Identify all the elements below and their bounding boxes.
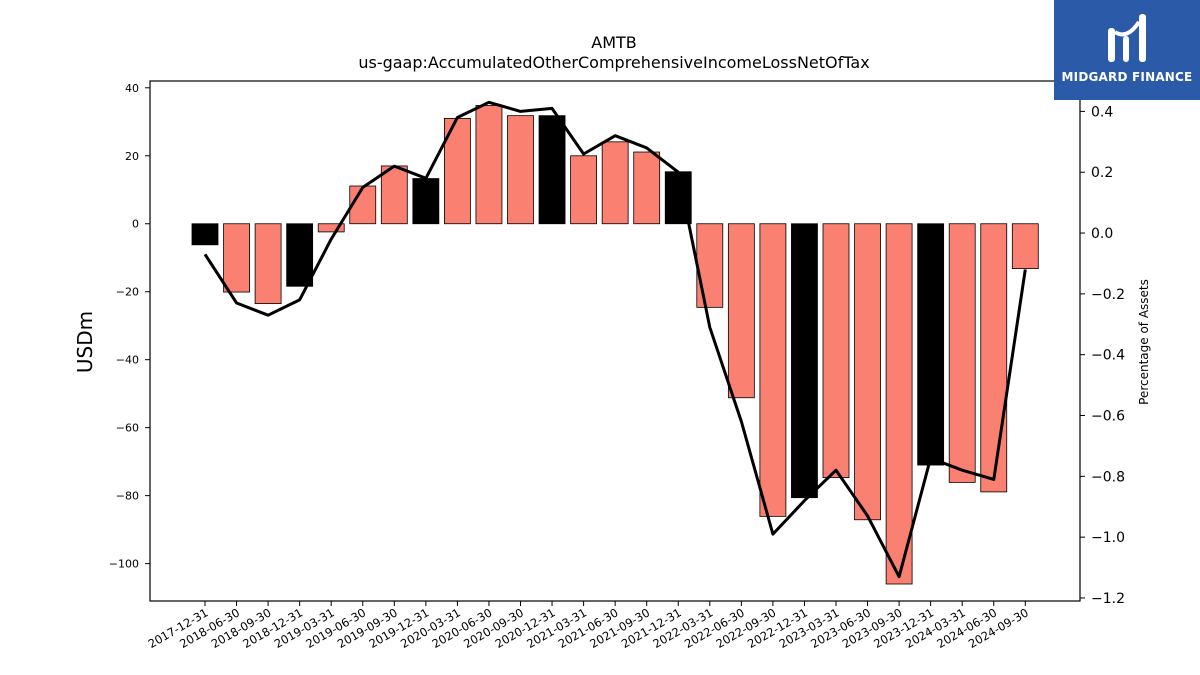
bar xyxy=(917,223,945,466)
y2-tick-label: −0.8 xyxy=(1091,469,1125,485)
bar xyxy=(380,165,408,225)
bar xyxy=(349,185,377,225)
y2-tick-label: −1.0 xyxy=(1091,530,1125,546)
bar xyxy=(412,178,440,225)
bar xyxy=(948,223,976,483)
y-tick-label: 40 xyxy=(125,82,139,95)
y2-tick-label: 0.4 xyxy=(1091,104,1113,120)
chart-subtitle: us-gaap:AccumulatedOtherComprehensiveInc… xyxy=(358,53,869,72)
y-tick-label: 20 xyxy=(125,150,139,163)
bar xyxy=(854,223,881,521)
bar xyxy=(507,115,534,225)
plot-area: 40 20 0 −20 −40 −60 −80 −100 0.4 0.2 0.0 −0.2 −0.4 −0… xyxy=(109,80,1125,651)
bar xyxy=(822,223,850,479)
bar xyxy=(254,223,282,305)
bar xyxy=(317,223,345,233)
bar xyxy=(601,141,629,225)
y2-tick-label: 0.2 xyxy=(1091,165,1113,181)
y-tick-label: −60 xyxy=(116,422,139,435)
bar xyxy=(223,223,250,293)
y-tick-label: −100 xyxy=(109,558,139,571)
bar xyxy=(286,223,314,287)
y-tick-label: −40 xyxy=(116,354,139,367)
bar xyxy=(1011,223,1039,270)
bar xyxy=(475,105,503,225)
y2-tick-label: −0.4 xyxy=(1091,348,1125,364)
bar xyxy=(980,223,1008,493)
bar xyxy=(791,223,818,499)
bar xyxy=(759,223,787,517)
bar xyxy=(633,151,661,225)
y2-tick-label: −1.2 xyxy=(1091,591,1125,607)
y-axis-label: USDm xyxy=(73,311,97,373)
bar xyxy=(727,223,755,399)
bar xyxy=(885,223,913,585)
y-tick-label: 0 xyxy=(132,218,139,231)
y2-axis-label: Percentage of Assets xyxy=(1137,279,1151,405)
y-tick-label: −20 xyxy=(116,286,139,299)
logo-text: MIDGARD FINANCE xyxy=(1061,70,1193,84)
y2-tick-label: 0.0 xyxy=(1091,226,1113,242)
y2-tick-label: −0.2 xyxy=(1091,287,1125,303)
y2-tick-label: −0.6 xyxy=(1091,409,1125,425)
chart-title: AMTB xyxy=(591,33,637,52)
bar xyxy=(191,223,219,246)
y-tick-label: −80 xyxy=(116,490,139,503)
logo-mark-icon xyxy=(1108,14,1146,62)
midgard-finance-logo: MIDGARD FINANCE xyxy=(1054,0,1200,100)
bar xyxy=(570,155,597,225)
bar xyxy=(538,115,566,225)
bar xyxy=(696,223,724,308)
